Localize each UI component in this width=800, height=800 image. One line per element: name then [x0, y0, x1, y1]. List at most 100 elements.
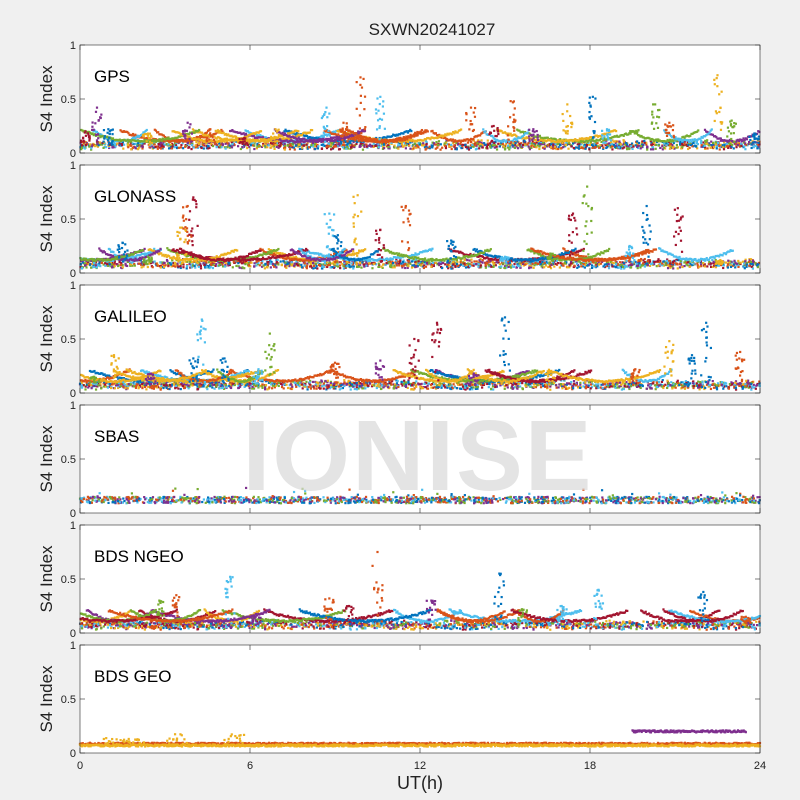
data-point: [322, 134, 325, 137]
data-point: [493, 141, 496, 144]
data-point: [215, 146, 218, 149]
data-point: [98, 143, 101, 146]
data-point: [681, 145, 684, 149]
data-point: [593, 130, 596, 133]
data-point: [401, 139, 404, 142]
data-point: [496, 127, 499, 130]
data-point: [688, 141, 691, 144]
data-point: [397, 260, 400, 263]
data-point: [673, 147, 676, 150]
data-point: [659, 146, 662, 150]
data-point: [326, 116, 329, 119]
data-point: [315, 136, 318, 140]
data-point: [90, 266, 93, 269]
data-point: [381, 136, 385, 139]
data-point: [584, 147, 587, 150]
data-point: [187, 146, 190, 149]
data-point: [284, 128, 287, 131]
data-point: [489, 143, 492, 146]
data-point: [322, 125, 325, 128]
data-point: [686, 144, 689, 147]
data-point: [410, 260, 413, 263]
data-point: [527, 145, 530, 148]
data-point: [375, 112, 378, 115]
data-point: [578, 144, 581, 147]
data-point: [256, 142, 259, 145]
data-point: [475, 144, 478, 147]
data-point: [710, 140, 713, 143]
data-point: [176, 262, 179, 265]
data-point: [200, 146, 203, 150]
data-point: [600, 140, 603, 144]
data-point: [606, 145, 609, 149]
data-point: [474, 148, 478, 151]
data-point: [290, 142, 293, 145]
data-point: [197, 143, 200, 146]
data-point: [279, 134, 282, 137]
data-point: [293, 132, 296, 135]
data-point: [679, 140, 682, 143]
data-point: [510, 141, 513, 144]
data-point: [683, 142, 686, 145]
data-point: [623, 143, 627, 146]
data-point: [385, 261, 388, 265]
data-point: [755, 144, 758, 147]
data-point: [103, 137, 106, 140]
data-point: [600, 134, 604, 137]
data-point: [295, 144, 298, 147]
data-point: [158, 133, 161, 136]
data-point: [131, 142, 134, 145]
data-point: [508, 143, 511, 147]
data-point: [314, 262, 318, 265]
data-point: [588, 262, 591, 266]
data-point: [403, 143, 407, 146]
data-point: [695, 140, 699, 143]
data-point: [151, 266, 154, 269]
data-point: [412, 145, 415, 148]
data-point: [317, 137, 320, 140]
data-point: [393, 146, 396, 149]
data-point: [650, 122, 653, 125]
data-point: [611, 265, 614, 268]
data-point: [608, 142, 612, 145]
data-point: [737, 265, 740, 269]
figure-title: SXWN20241027: [369, 20, 496, 39]
data-point: [756, 143, 759, 147]
data-point: [264, 146, 267, 149]
data-point: [153, 143, 156, 146]
data-point: [228, 146, 232, 149]
data-point: [566, 110, 569, 113]
data-point: [253, 262, 256, 265]
data-point: [435, 143, 438, 146]
data-point: [141, 133, 145, 137]
data-point: [323, 113, 326, 117]
data-point: [723, 139, 726, 142]
data-point: [497, 132, 500, 136]
data-point: [494, 141, 497, 144]
data-point: [585, 145, 588, 148]
data-point: [719, 128, 723, 131]
data-point: [667, 142, 670, 145]
data-point: [556, 143, 559, 146]
data-point: [726, 126, 730, 129]
data-point: [260, 145, 264, 148]
data-point: [484, 130, 487, 133]
data-point: [725, 261, 728, 264]
data-point: [614, 140, 617, 143]
data-point: [716, 74, 719, 77]
data-point: [395, 133, 398, 136]
data-point: [656, 115, 659, 118]
data-point: [726, 140, 729, 143]
data-point: [594, 144, 598, 147]
data-point: [638, 144, 641, 147]
data-point: [235, 264, 238, 268]
data-point: [238, 137, 241, 141]
data-point: [513, 129, 516, 132]
data-point: [88, 145, 91, 148]
data-point: [80, 144, 84, 147]
data-point: [308, 131, 311, 134]
data-point: [185, 129, 188, 132]
data-point: [707, 144, 711, 147]
data-point: [344, 128, 348, 131]
data-point: [242, 140, 245, 144]
